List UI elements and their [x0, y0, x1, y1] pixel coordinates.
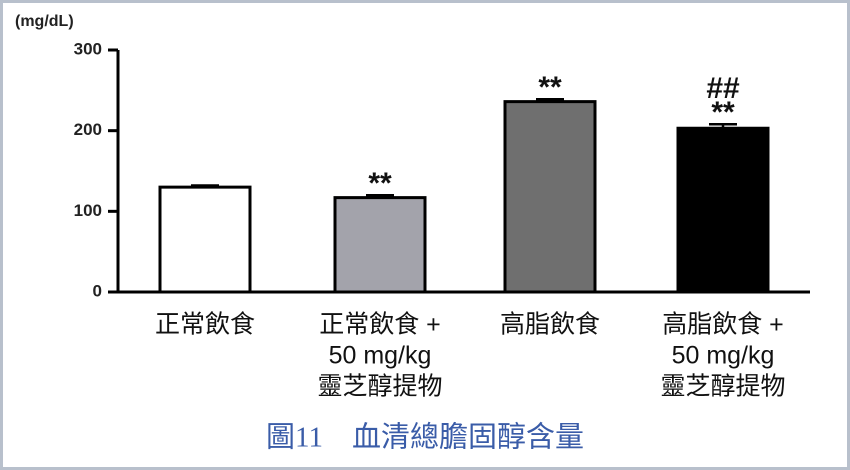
annotation: **: [538, 71, 562, 104]
y-tick-label: 100: [74, 201, 102, 220]
bar: [158, 185, 252, 294]
error-bar: [366, 193, 394, 198]
x-tick-label: 高脂飲食 +: [662, 311, 784, 339]
x-tick-label: 靈芝醇提物: [660, 373, 785, 401]
annotation: ##: [706, 72, 740, 105]
error-bar: [191, 184, 219, 188]
annotation: **: [711, 96, 735, 129]
x-tick-label: 高脂飲食: [500, 311, 600, 339]
y-tick-label: 0: [93, 281, 102, 300]
bar: [333, 196, 427, 294]
error-bar: [709, 122, 737, 129]
bar: [503, 100, 597, 294]
annotation: **: [368, 167, 392, 200]
x-tick-label: 靈芝醇提物: [317, 373, 442, 401]
bar: [676, 126, 770, 294]
x-tick-label: 正常飲食 +: [319, 311, 441, 339]
y-tick-label: 200: [74, 120, 102, 139]
x-tick-label: 正常飲食: [155, 311, 255, 339]
error-bar: [536, 97, 564, 102]
x-tick-label: 50 mg/kg: [329, 342, 432, 370]
caption: 圖11 血清總膽固醇含量: [266, 421, 584, 454]
y-tick-label: 300: [74, 39, 102, 58]
x-tick-label: 50 mg/kg: [672, 342, 775, 370]
y-axis-label: (mg/dL): [15, 13, 74, 30]
